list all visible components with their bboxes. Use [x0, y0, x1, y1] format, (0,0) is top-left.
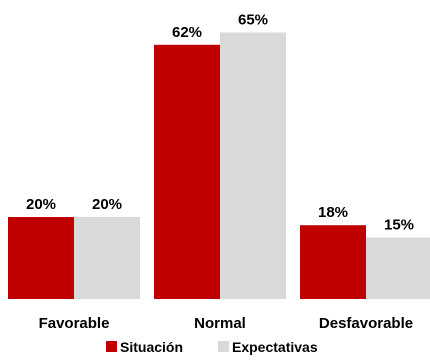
legend: Situación Expectativas: [106, 339, 318, 355]
value-label-situacion-normal: 62%: [172, 24, 202, 41]
value-labels-layer: 20% 20% 62% 65% 18% 15%: [26, 12, 414, 234]
bar-expectativas-desfavorable: [366, 237, 430, 299]
category-label-normal: Normal: [194, 315, 246, 332]
value-label-situacion-favorable: 20%: [26, 196, 56, 213]
bar-situacion-favorable: [8, 217, 74, 299]
value-label-expectativas-favorable: 20%: [92, 196, 122, 213]
bar-expectativas-favorable: [74, 217, 140, 299]
category-labels-layer: Favorable Normal Desfavorable: [39, 315, 414, 332]
value-label-expectativas-normal: 65%: [238, 12, 268, 29]
bars-layer: [8, 32, 430, 299]
legend-swatch-expectativas: [218, 341, 229, 352]
category-label-favorable: Favorable: [39, 315, 110, 332]
bar-expectativas-normal: [220, 32, 286, 299]
value-label-situacion-desfavorable: 18%: [318, 204, 348, 221]
bar-situacion-desfavorable: [300, 225, 366, 299]
category-label-desfavorable: Desfavorable: [319, 315, 413, 332]
bar-situacion-normal: [154, 44, 220, 299]
legend-label-expectativas: Expectativas: [232, 339, 318, 355]
value-label-expectativas-desfavorable: 15%: [384, 217, 414, 234]
legend-swatch-situacion: [106, 341, 117, 352]
legend-label-situacion: Situación: [120, 339, 183, 355]
